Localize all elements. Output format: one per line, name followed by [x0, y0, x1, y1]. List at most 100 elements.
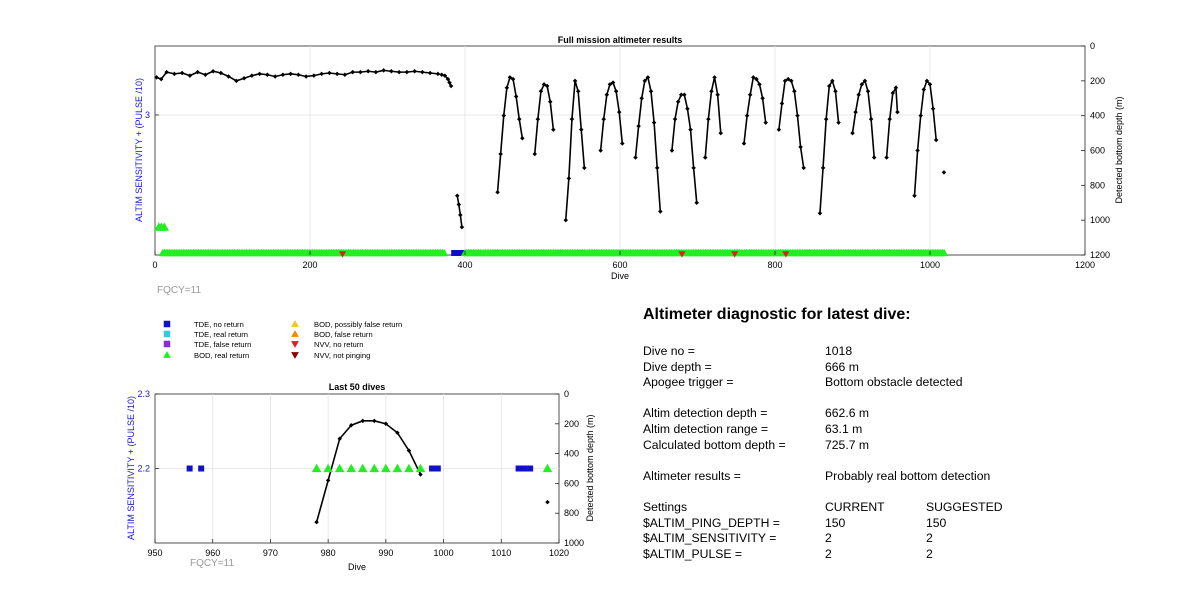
top-depth-point — [694, 200, 699, 205]
top-depth-point — [572, 78, 578, 84]
bottom-tde-no-return-marker — [521, 465, 528, 472]
top-depth-point — [327, 70, 332, 76]
top-depth-point — [639, 96, 644, 101]
top-plot-fqcy-label: FQCY=11 — [157, 285, 201, 296]
settings-header: Settings — [643, 499, 688, 514]
top-nvv-no-return-marker — [338, 251, 347, 258]
diag-label: Dive depth = — [643, 359, 712, 374]
top-depth-point — [751, 75, 756, 80]
bottom-depth-point — [383, 421, 389, 427]
top-depth-point — [459, 224, 465, 230]
diag-label: Apogee trigger = — [643, 375, 734, 390]
top-depth-point — [507, 75, 513, 80]
bottom-bod-real-marker — [404, 463, 414, 473]
diag-row-apogee-trigger: Apogee trigger = Bottom obstacle detected — [643, 375, 1163, 391]
top-depth-point — [296, 72, 301, 77]
top-depth-point — [517, 116, 522, 122]
top-plot: 0 200 400 600 800 1000 1200 0 200 400 600 800 1000 12… — [134, 35, 1124, 296]
top-depth-point — [265, 72, 270, 77]
top-depth-point — [566, 176, 572, 181]
bottom-yr-tick-label: 200 — [564, 419, 579, 429]
bottom-depth-point — [395, 430, 400, 435]
top-depth-point — [675, 99, 681, 104]
top-depth-point — [551, 127, 556, 132]
top-depth-point — [389, 69, 394, 74]
diag-label: Altim detection range = — [643, 421, 768, 436]
top-depth-point — [241, 75, 247, 81]
top-depth-point — [504, 85, 510, 91]
diag-row-detection-range: Altim detection range = 63.1 m — [643, 422, 1163, 438]
top-depth-point — [830, 78, 835, 84]
top-depth-point — [924, 78, 930, 84]
top-depth-point — [672, 116, 678, 122]
legend-label: NVV, not pinging — [314, 351, 370, 360]
top-depth-point — [776, 127, 782, 132]
top-tde-no-return-marker — [457, 250, 464, 256]
top-depth-point — [358, 69, 363, 75]
diag-value: 725.7 m — [825, 437, 870, 452]
bottom-tde-no-return-marker — [527, 465, 534, 472]
bottom-tde-no-return-marker — [198, 465, 205, 472]
top-depth-point — [154, 75, 159, 80]
top-depth-point — [801, 165, 806, 171]
bottom-bod-real-marker — [334, 463, 345, 473]
top-depth-point — [442, 73, 448, 78]
top-x-tick-label: 400 — [457, 260, 472, 270]
top-depth-point — [669, 148, 675, 153]
top-depth-point — [579, 127, 584, 132]
top-depth-point — [218, 70, 224, 76]
bottom-yr-tick-label: 800 — [564, 508, 579, 518]
diag-row-dive-no: Dive no = 1018 — [643, 344, 1163, 360]
top-x-tick-label: 800 — [767, 260, 782, 270]
top-depth-point — [792, 89, 797, 94]
top-depth-point — [823, 116, 829, 122]
top-depth-point — [455, 193, 460, 199]
top-depth-point — [703, 155, 708, 160]
bottom-plot-ylabel-right: Detected bottom depth (m) — [585, 414, 595, 521]
top-depth-point — [350, 69, 355, 75]
bottom-bod-real-marker — [415, 463, 426, 473]
top-depth-point — [636, 123, 641, 129]
bottom-x-tick-label: 980 — [321, 548, 336, 558]
top-depth-point — [715, 92, 720, 98]
top-depth-point — [887, 116, 892, 122]
legend-label: BOD, real return — [194, 351, 249, 360]
top-yr-tick-label: 1200 — [1090, 250, 1110, 260]
top-depth-point — [642, 78, 648, 84]
bottom-bod-real-marker — [357, 463, 368, 473]
legend-marker — [291, 330, 299, 337]
top-depth-point — [817, 210, 823, 216]
legend-marker — [291, 352, 299, 359]
top-plot-ylabel-left: ALTIM SENSITIVITY + (PULSE /10) — [134, 78, 144, 222]
top-depth-point — [575, 89, 581, 94]
top-depth-point — [779, 101, 785, 106]
bottom-x-tick-label: 950 — [147, 548, 162, 558]
top-x-tick-label: 1000 — [920, 260, 940, 270]
bottom-tde-no-return-marker — [515, 465, 522, 472]
settings-label: $ALTIM_PING_DEPTH = — [643, 515, 780, 530]
bottom-depth-line — [315, 420, 422, 523]
legend-label: BOD, possibly false return — [314, 320, 402, 329]
bottom-yl-tick-label: 2.3 — [137, 389, 150, 399]
top-depth-point — [179, 70, 185, 76]
settings-label: $ALTIM_SENSITIVITY = — [643, 531, 777, 546]
legend-marker — [163, 351, 171, 358]
top-depth-point — [836, 120, 841, 125]
top-depth-point — [607, 82, 613, 87]
top-depth-point — [548, 99, 553, 104]
top-depth-point — [871, 155, 877, 160]
bottom-yr-tick-label: 0 — [564, 389, 569, 399]
top-depth-point — [706, 116, 711, 122]
top-depth-line — [599, 81, 624, 151]
top-yr-tick-label: 800 — [1090, 180, 1105, 190]
top-depth-point — [520, 136, 525, 141]
top-depth-point — [782, 78, 788, 84]
top-yr-tick-label: 400 — [1090, 111, 1105, 121]
top-depth-point — [868, 116, 874, 122]
legend-label: NVV, no return — [314, 340, 364, 349]
legend-label: BOD, false return — [314, 330, 373, 339]
top-depth-point — [435, 71, 441, 77]
bottom-x-tick-label: 960 — [205, 548, 220, 558]
top-depth-point — [456, 202, 462, 207]
top-nvv-no-return-marker — [782, 251, 790, 258]
